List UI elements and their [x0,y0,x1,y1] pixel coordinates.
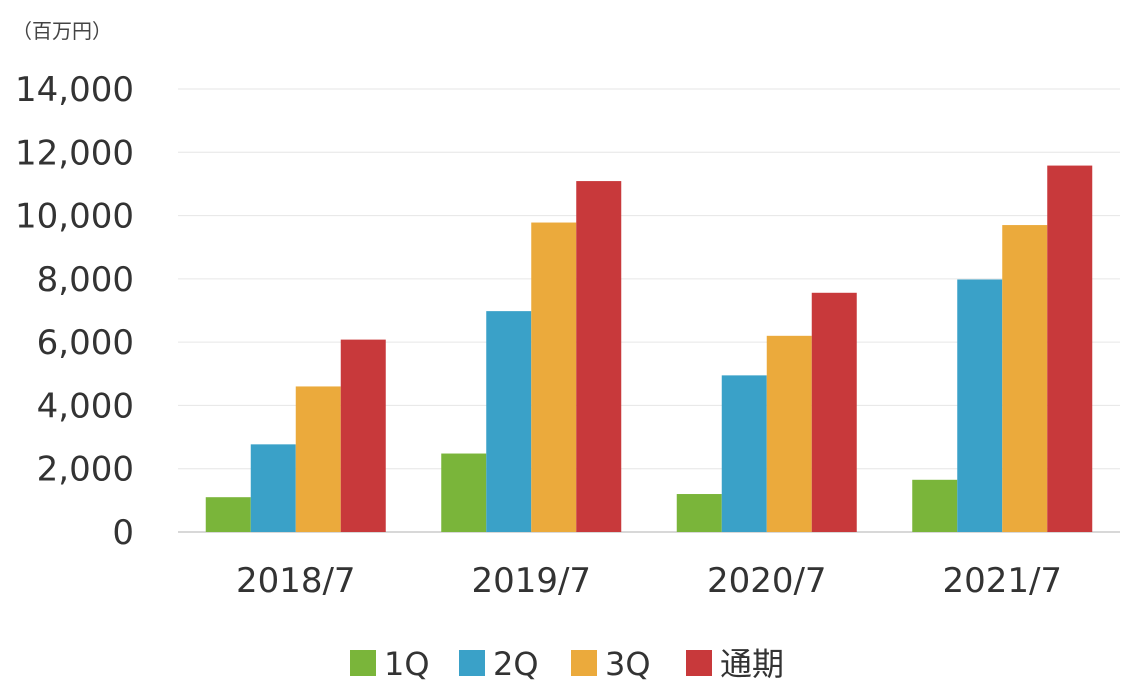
y-tick-label: 10,000 [15,197,134,237]
y-tick-label: 4,000 [37,386,134,426]
bar-2Q-2021/7 [957,279,1003,532]
x-tick-label: 2019/7 [471,561,591,601]
unit-label: （百万円） [12,19,112,43]
legend-label: 2Q [493,645,539,683]
legend-swatch [350,650,376,676]
legend-swatch [686,650,712,676]
bar-1Q-2020/7 [676,494,722,532]
bar-通期-2020/7 [811,292,857,532]
bar-1Q-2018/7 [205,497,251,532]
legend: 1Q 2Q 3Q 通期 [350,645,784,683]
bar-通期-2021/7 [1047,165,1093,532]
y-tick-label: 0 [112,513,134,553]
bar-3Q-2020/7 [766,335,812,532]
y-axis-ticks: 0 2,000 4,000 6,000 8,000 10,000 12,000 14,000 [15,70,134,553]
bar-通期-2019/7 [576,181,622,532]
legend-swatch [459,650,485,676]
bar-1Q-2021/7 [912,479,958,532]
y-tick-label: 8,000 [37,260,134,300]
legend-label: 通期 [720,645,784,683]
legend-swatch [571,650,597,676]
y-tick-label: 2,000 [37,450,134,490]
x-tick-label: 2020/7 [707,561,827,601]
bar-2Q-2018/7 [250,444,296,532]
x-axis-ticks: 2018/7 2019/7 2020/7 2021/7 [236,561,1062,601]
legend-label: 3Q [605,645,651,683]
bar-3Q-2018/7 [295,386,341,532]
x-tick-label: 2021/7 [942,561,1062,601]
bar-1Q-2019/7 [441,453,487,532]
y-tick-label: 14,000 [15,70,134,110]
legend-label: 1Q [384,645,430,683]
x-tick-label: 2018/7 [236,561,356,601]
bar-3Q-2021/7 [1002,225,1048,533]
bars [205,165,1093,533]
bar-2Q-2020/7 [721,375,767,532]
bar-通期-2018/7 [340,339,386,532]
bar-2Q-2019/7 [486,311,532,532]
y-tick-label: 12,000 [15,133,134,173]
bar-3Q-2019/7 [531,222,577,533]
y-tick-label: 6,000 [37,323,134,363]
